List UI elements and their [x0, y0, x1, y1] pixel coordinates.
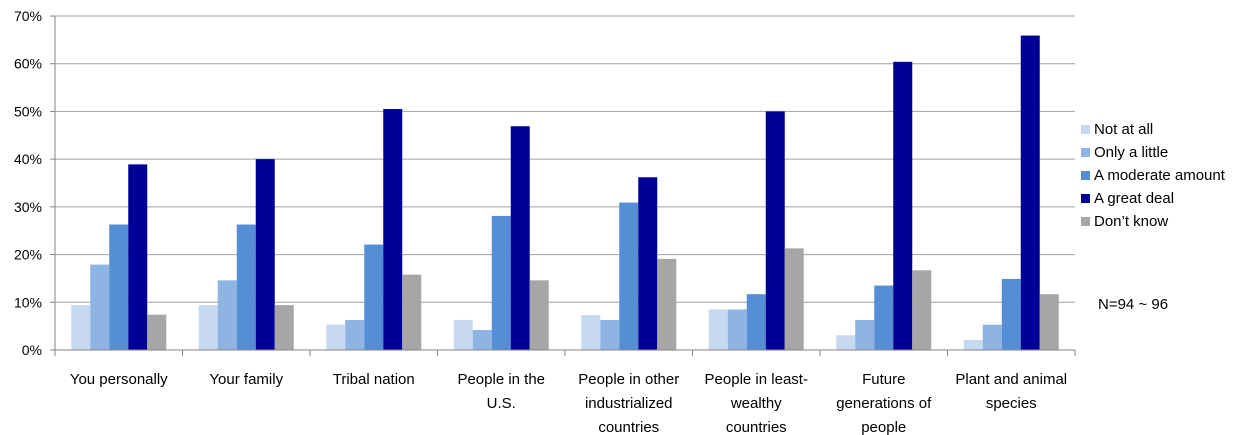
bar-not-at-all: [453, 319, 473, 350]
legend-label: Don’t know: [1094, 213, 1168, 230]
legend: Not at all Only a little A moderate amount…: [1081, 121, 1226, 230]
bar-only-a-little: [727, 309, 747, 350]
legend-swatch: [1081, 194, 1090, 203]
legend-swatch: [1081, 217, 1090, 226]
x-category-label: People in least-wealthy countries: [705, 371, 808, 435]
bar-don-t-know: [147, 314, 167, 350]
bar-a-moderate-amount: [491, 215, 511, 350]
legend-swatch: [1081, 148, 1090, 157]
bar-a-great-deal: [255, 159, 275, 350]
bar-don-t-know: [1039, 294, 1059, 350]
legend-swatch: [1081, 171, 1090, 180]
x-category-label: Plant and animal species: [955, 371, 1067, 412]
bar-not-at-all: [963, 339, 983, 350]
bar-only-a-little: [855, 319, 875, 350]
y-tick-label: 60%: [14, 56, 42, 72]
x-category-label: You personally: [70, 371, 168, 388]
bar-a-great-deal: [638, 177, 658, 350]
legend-label: Only a little: [1094, 144, 1168, 161]
bar-not-at-all: [326, 324, 346, 350]
bar-not-at-all: [836, 335, 856, 350]
x-category-label: Future generations of people: [836, 371, 932, 435]
bars: [71, 35, 1059, 351]
y-tick-label: 30%: [14, 199, 42, 215]
legend-swatch: [1081, 125, 1090, 134]
bar-only-a-little: [472, 329, 492, 350]
bar-a-moderate-amount: [1001, 278, 1021, 350]
bar-a-moderate-amount: [109, 224, 129, 350]
bar-a-great-deal: [765, 111, 785, 350]
bar-don-t-know: [402, 274, 422, 350]
bar-not-at-all: [71, 305, 91, 350]
bar-don-t-know: [784, 248, 804, 350]
axes: 0% 10% 20% 30% 40% 50% 60% 70% You personally You…: [14, 8, 1076, 435]
y-tick-label: 0%: [22, 342, 42, 358]
y-tick-label: 40%: [14, 151, 42, 167]
bar-a-moderate-amount: [874, 285, 894, 350]
legend-label: A moderate amount: [1094, 167, 1226, 184]
legend-label: A great deal: [1094, 190, 1174, 207]
bar-don-t-know: [657, 258, 677, 350]
x-category-label: Tribal nation: [333, 371, 415, 388]
y-tick-label: 70%: [14, 8, 42, 24]
x-category-label: People in other industrialized countries: [578, 371, 679, 435]
bar-don-t-know: [529, 280, 549, 350]
bar-only-a-little: [345, 319, 365, 350]
gridlines: [55, 15, 1075, 303]
bar-not-at-all: [581, 315, 601, 350]
bar-only-a-little: [217, 280, 237, 350]
y-tick-label: 50%: [14, 103, 42, 119]
bar-not-at-all: [708, 309, 728, 350]
bar-a-moderate-amount: [746, 294, 766, 350]
y-tick-label: 20%: [14, 247, 42, 263]
bar-a-great-deal: [1020, 35, 1040, 350]
bar-a-great-deal: [893, 61, 913, 350]
bar-not-at-all: [198, 305, 218, 350]
bar-a-moderate-amount: [619, 202, 639, 350]
x-category-label: Your family: [209, 371, 283, 388]
bar-don-t-know: [274, 305, 294, 350]
y-tick-label: 10%: [14, 294, 42, 310]
bar-only-a-little: [600, 319, 620, 350]
legend-label: Not at all: [1094, 121, 1153, 138]
bar-only-a-little: [90, 264, 110, 350]
bar-a-great-deal: [510, 126, 530, 350]
bar-a-great-deal: [383, 109, 403, 351]
bar-only-a-little: [982, 324, 1002, 350]
bar-a-moderate-amount: [236, 224, 256, 350]
x-category-label: People in the U.S.: [457, 371, 545, 412]
sample-size-note: N=94 ~ 96: [1098, 296, 1168, 313]
bar-a-great-deal: [128, 164, 148, 350]
bar-don-t-know: [912, 270, 932, 350]
bar-a-moderate-amount: [364, 244, 384, 350]
